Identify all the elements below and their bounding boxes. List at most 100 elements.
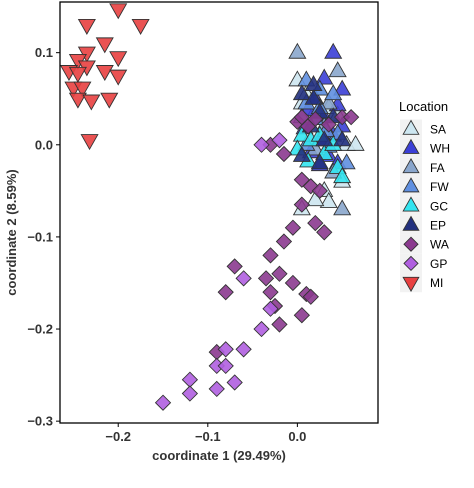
point-wa (217, 284, 234, 301)
legend-items: SA WH FA FW GC EP WA GP MI (400, 119, 450, 293)
point-wa (262, 284, 279, 301)
point-gp (235, 341, 252, 358)
point-mi (131, 19, 150, 35)
point-wh (324, 42, 343, 59)
legend: Location SA WH FA FW GC EP WA GP MI (399, 99, 450, 293)
legend-item-mi: MI (400, 273, 443, 293)
series-wa (208, 109, 360, 361)
x-tick-label: −0.2 (105, 429, 131, 444)
point-sa (319, 191, 338, 208)
point-wa (226, 258, 243, 275)
legend-symbol-ep (402, 215, 420, 231)
legend-symbol-sa (402, 119, 420, 135)
point-gp (181, 371, 199, 388)
point-gp (154, 394, 172, 411)
point-ep (315, 130, 334, 147)
point-wa (302, 288, 319, 305)
legend-item-wh: WH (400, 138, 450, 158)
point-gp (262, 300, 279, 317)
legend-label-fa: FA (430, 161, 445, 175)
point-fw (324, 84, 343, 101)
point-fa (288, 42, 307, 59)
point-wh (333, 79, 352, 96)
point-wa (257, 270, 275, 287)
point-ep (333, 130, 352, 147)
legend-symbol-mi (402, 276, 420, 293)
legend-symbol-fw (402, 177, 420, 193)
y-axis-ticks: 0.1 0.0 −0.1 −0.2 −0.3 (27, 45, 60, 429)
point-gp (181, 385, 199, 402)
legend-item-wa: WA (400, 234, 449, 254)
y-axis-title: coordinate 2 (8.59%) (4, 169, 19, 295)
point-sa (346, 134, 365, 151)
point-gc (333, 167, 352, 184)
legend-item-fa: FA (400, 157, 445, 177)
point-mi (95, 65, 114, 82)
point-fa (319, 93, 338, 110)
y-tick-label: −0.3 (27, 414, 53, 429)
point-mi (82, 94, 101, 111)
point-gc (292, 125, 311, 142)
legend-symbol-wh (402, 138, 420, 154)
x-axis-title: coordinate 1 (29.49%) (152, 448, 286, 463)
point-mi (109, 69, 128, 86)
legend-item-gp: GP (400, 253, 447, 273)
point-wa (271, 316, 288, 333)
y-tick-label: −0.1 (27, 229, 53, 244)
legend-title: Location (399, 99, 448, 114)
point-wa (311, 182, 328, 199)
point-gp (217, 357, 234, 375)
point-wa (307, 110, 324, 128)
point-wa (284, 274, 302, 292)
point-mi (95, 37, 114, 54)
point-wa (293, 196, 310, 213)
point-ep (304, 88, 323, 105)
legend-label-gp: GP (430, 257, 447, 271)
point-wa (275, 233, 293, 250)
y-tick-label: 0.1 (35, 45, 53, 60)
point-ep (310, 153, 329, 170)
legend-label-mi: MI (430, 276, 443, 290)
point-gp (235, 270, 252, 287)
series-gp (154, 132, 288, 411)
point-fa (328, 61, 347, 78)
legend-label-ep: EP (430, 219, 446, 233)
point-gp (253, 136, 270, 153)
point-mi (80, 134, 99, 151)
legend-symbol-wa (403, 236, 419, 252)
point-gp (226, 374, 243, 391)
plot-frame (59, 1, 379, 424)
point-gp (253, 320, 270, 338)
point-wa (271, 265, 288, 282)
point-wa (320, 116, 337, 133)
point-mi (100, 92, 119, 109)
legend-item-sa: SA (400, 119, 446, 139)
point-gp (208, 380, 225, 398)
legend-symbol-gp (403, 255, 419, 272)
point-mi (109, 3, 128, 20)
point-wa (293, 307, 310, 324)
legend-symbol-gc (402, 196, 420, 212)
legend-label-wh: WH (430, 142, 450, 156)
point-wa (262, 247, 279, 264)
legend-item-fw: FW (400, 177, 449, 197)
legend-symbol-fa (402, 157, 420, 174)
point-fw (337, 153, 356, 170)
point-gp (217, 341, 234, 358)
y-tick-label: −0.2 (27, 322, 53, 337)
point-wa (342, 109, 360, 126)
points-layer (59, 3, 365, 411)
point-mi (73, 81, 92, 98)
legend-item-ep: EP (400, 215, 446, 235)
x-tick-label: −0.1 (195, 429, 221, 444)
point-ep (304, 74, 323, 91)
legend-label-sa: SA (430, 123, 446, 137)
y-tick-label: 0.0 (35, 137, 53, 152)
point-wa (284, 219, 302, 236)
point-mi (68, 92, 87, 109)
point-wa (275, 145, 293, 163)
legend-label-wa: WA (430, 238, 449, 252)
point-mi (68, 66, 87, 83)
legend-label-gc: GC (430, 199, 448, 213)
